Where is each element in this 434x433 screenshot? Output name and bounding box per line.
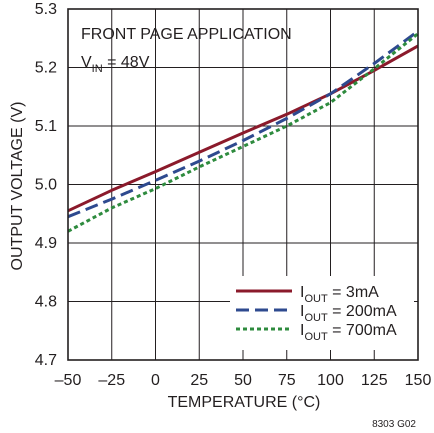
- legend-label: IOUT = 200mA: [300, 303, 397, 324]
- figure-id: 8303 G02: [372, 419, 416, 430]
- x-tick-label: 25: [190, 372, 208, 389]
- x-tick-label: –25: [98, 372, 125, 389]
- legend-label-symbol: I: [300, 303, 304, 320]
- x-tick-label: 100: [317, 372, 344, 389]
- y-tick-label: 5.3: [35, 1, 57, 18]
- x-axis-label: TEMPERATURE (°C): [168, 394, 321, 411]
- y-tick-label: 5.1: [35, 118, 57, 135]
- legend-label: IOUT = 3mA: [300, 284, 379, 305]
- input-voltage-value: = 48V: [103, 54, 150, 71]
- x-tick-label: 75: [278, 372, 296, 389]
- y-axis-label: OUTPUT VOLTAGE (V): [9, 102, 26, 271]
- y-tick-labels: 4.7 4.8 4.9 5.0 5.1 5.2 5.3: [35, 1, 57, 369]
- legend-label-value: = 3mA: [328, 284, 379, 301]
- legend-label: IOUT = 700mA: [300, 322, 397, 343]
- legend-label-value: = 200mA: [328, 303, 397, 320]
- input-voltage-symbol: V: [81, 54, 92, 71]
- y-tick-label: 4.9: [35, 235, 57, 252]
- x-tick-label: 125: [361, 372, 388, 389]
- chart-title: FRONT PAGE APPLICATION: [81, 26, 292, 43]
- series-line: [67, 29, 419, 219]
- legend-background: [230, 276, 414, 350]
- legend-label-value: = 700mA: [328, 322, 397, 339]
- legend-label-symbol: I: [300, 322, 304, 339]
- y-tick-label: 4.7: [35, 352, 57, 369]
- legend-label-symbol: I: [300, 284, 304, 301]
- grid: [68, 9, 418, 360]
- plot-frame: [67, 8, 419, 361]
- input-voltage-label: VIN = 48V: [81, 54, 150, 75]
- y-tick-label: 5.0: [35, 177, 57, 194]
- y-tick-label: 5.2: [35, 60, 57, 77]
- x-tick-label: –50: [55, 372, 82, 389]
- x-tick-label: 150: [405, 372, 432, 389]
- legend-label-subscript: OUT: [304, 293, 328, 305]
- x-tick-labels: –50 –25 0 25 50 75 100 125 150: [55, 372, 432, 389]
- y-tick-label: 4.8: [35, 294, 57, 311]
- legend-label-subscript: OUT: [304, 312, 328, 324]
- series-line: [67, 32, 419, 233]
- series-lines: [67, 29, 419, 233]
- legend-label-subscript: OUT: [304, 331, 328, 343]
- input-voltage-subscript: IN: [92, 63, 103, 75]
- x-tick-label: 50: [234, 372, 252, 389]
- x-tick-label: 0: [151, 372, 160, 389]
